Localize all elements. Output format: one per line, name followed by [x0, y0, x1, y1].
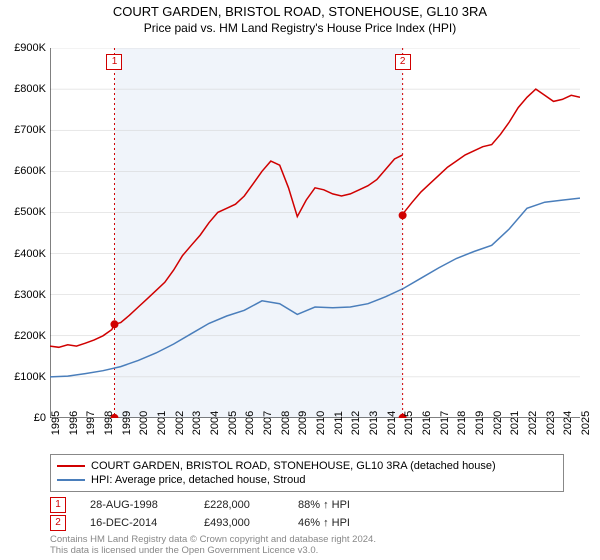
x-axis-label: 2010: [315, 411, 327, 435]
credits: Contains HM Land Registry data © Crown c…: [50, 534, 376, 557]
legend-label-hpi: HPI: Average price, detached house, Stro…: [91, 474, 305, 486]
x-axis-label: 2022: [527, 411, 539, 435]
chart-marker-box: 1: [106, 54, 122, 70]
legend-label-property: COURT GARDEN, BRISTOL ROAD, STONEHOUSE, …: [91, 460, 496, 472]
transaction-row: 1 28-AUG-1998 £228,000 88% ↑ HPI: [50, 496, 350, 514]
transaction-row: 2 16-DEC-2014 £493,000 46% ↑ HPI: [50, 514, 350, 532]
x-axis-label: 2008: [280, 411, 292, 435]
y-axis-label: £500K: [0, 206, 46, 218]
y-axis-label: £800K: [0, 83, 46, 95]
legend-swatch-hpi: [57, 479, 85, 481]
x-axis-label: 2013: [368, 411, 380, 435]
x-axis-label: 2014: [386, 411, 398, 435]
x-axis-label: 2017: [439, 411, 451, 435]
y-axis-label: £0: [0, 412, 46, 424]
tx-price-1: £228,000: [204, 499, 274, 511]
x-axis-label: 2012: [350, 411, 362, 435]
x-axis-label: 1995: [50, 411, 62, 435]
tx-marker-2: 2: [50, 515, 66, 531]
x-axis-label: 2024: [562, 411, 574, 435]
x-axis-label: 1996: [68, 411, 80, 435]
tx-date-2: 16-DEC-2014: [90, 517, 180, 529]
chart-marker-box: 2: [395, 54, 411, 70]
x-axis-label: 2007: [262, 411, 274, 435]
x-axis-label: 2001: [156, 411, 168, 435]
x-axis-label: 2025: [580, 411, 592, 435]
x-axis-label: 2009: [297, 411, 309, 435]
legend: COURT GARDEN, BRISTOL ROAD, STONEHOUSE, …: [50, 454, 564, 492]
y-axis-label: £300K: [0, 289, 46, 301]
y-axis-label: £700K: [0, 124, 46, 136]
x-axis-label: 2015: [403, 411, 415, 435]
x-axis-label: 2006: [244, 411, 256, 435]
credits-line1: Contains HM Land Registry data © Crown c…: [50, 534, 376, 545]
x-axis-label: 2000: [138, 411, 150, 435]
title-sub: Price paid vs. HM Land Registry's House …: [0, 21, 600, 35]
legend-swatch-property: [57, 465, 85, 467]
x-axis-label: 2003: [191, 411, 203, 435]
y-axis-label: £600K: [0, 165, 46, 177]
tx-date-1: 28-AUG-1998: [90, 499, 180, 511]
transaction-table: 1 28-AUG-1998 £228,000 88% ↑ HPI 2 16-DE…: [50, 496, 350, 532]
y-axis-label: £400K: [0, 248, 46, 260]
legend-row-property: COURT GARDEN, BRISTOL ROAD, STONEHOUSE, …: [57, 459, 557, 473]
y-axis-label: £900K: [0, 42, 46, 54]
x-axis-label: 1998: [103, 411, 115, 435]
x-axis-label: 2019: [474, 411, 486, 435]
x-axis-label: 1997: [85, 411, 97, 435]
x-axis-label: 2016: [421, 411, 433, 435]
x-axis-label: 1999: [121, 411, 133, 435]
x-axis-label: 2020: [492, 411, 504, 435]
title-main: COURT GARDEN, BRISTOL ROAD, STONEHOUSE, …: [0, 4, 600, 19]
chart-titles: COURT GARDEN, BRISTOL ROAD, STONEHOUSE, …: [0, 0, 600, 35]
chart-svg: [50, 48, 580, 418]
tx-pct-2: 46% ↑ HPI: [298, 517, 350, 529]
credits-line2: This data is licensed under the Open Gov…: [50, 545, 376, 556]
legend-row-hpi: HPI: Average price, detached house, Stro…: [57, 473, 557, 487]
x-axis-label: 2004: [209, 411, 221, 435]
x-axis-label: 2005: [227, 411, 239, 435]
tx-price-2: £493,000: [204, 517, 274, 529]
tx-marker-1: 1: [50, 497, 66, 513]
tx-pct-1: 88% ↑ HPI: [298, 499, 350, 511]
x-axis-label: 2021: [509, 411, 521, 435]
x-axis-label: 2018: [456, 411, 468, 435]
x-axis-label: 2011: [333, 411, 345, 435]
chart-area: £0£100K£200K£300K£400K£500K£600K£700K£80…: [50, 48, 580, 418]
y-axis-label: £200K: [0, 330, 46, 342]
y-axis-label: £100K: [0, 371, 46, 383]
x-axis-label: 2023: [545, 411, 557, 435]
x-axis-label: 2002: [174, 411, 186, 435]
